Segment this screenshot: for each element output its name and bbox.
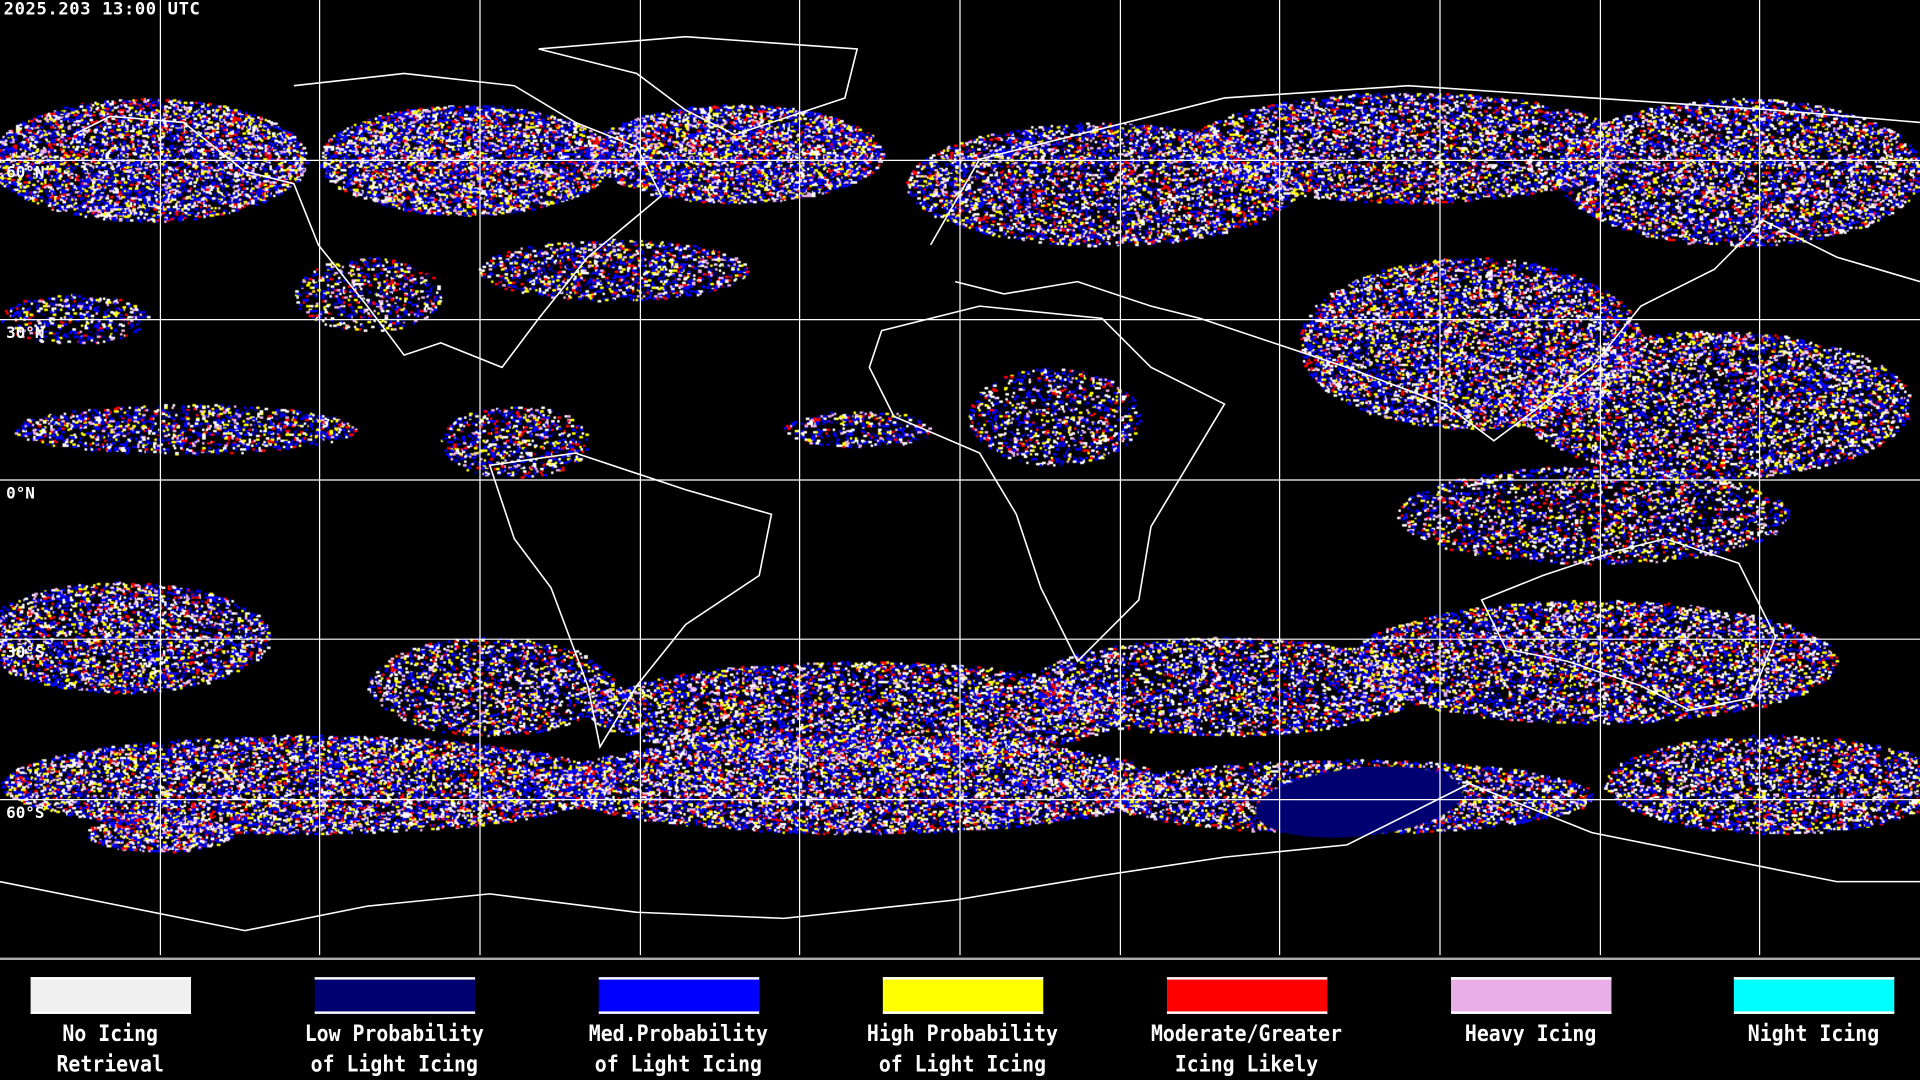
legend-swatch	[30, 977, 191, 1014]
map-overlay	[0, 0, 1920, 956]
legend-low-probability: Low Probability of Light Icing	[272, 977, 517, 1080]
timestamp: 2025.203 13:00 UTC	[3, 0, 201, 20]
legend-swatch	[314, 977, 475, 1014]
lat-label-30n: 30°N	[6, 324, 45, 343]
legend-label: Night Icing	[1747, 1021, 1880, 1047]
coastline-greenland	[538, 35, 859, 136]
legend-label: Moderate/Greater Icing Likely	[1150, 1021, 1343, 1078]
coastline-eurasia	[929, 84, 1920, 442]
coastline-antarctica	[0, 782, 1920, 932]
legend-med-probability: Med.Probability of Light Icing	[556, 977, 801, 1080]
legend-label: High Probability of Light Icing	[866, 1021, 1058, 1078]
coastline-south-america	[488, 452, 773, 750]
coastline-australia	[1480, 537, 1777, 712]
lat-label-0n: 0°N	[6, 484, 35, 504]
legend-swatch	[1166, 977, 1327, 1014]
coastline-north-america	[73, 72, 663, 369]
legend-night-icing: Night Icing	[1691, 977, 1920, 1049]
legend-label: Low Probability of Light Icing	[304, 1021, 484, 1078]
legend-swatch	[598, 977, 759, 1014]
legend-heavy-icing: Heavy Icing	[1408, 977, 1653, 1049]
legend-high-probability: High Probability of Light Icing	[840, 977, 1085, 1080]
legend-label: No Icing Retrieval	[56, 1021, 164, 1078]
coastline-africa	[868, 305, 1226, 663]
legend-swatch	[882, 977, 1043, 1014]
legend-swatch	[1733, 977, 1894, 1014]
legend-label: Heavy Icing	[1464, 1021, 1597, 1047]
lat-label-30s: 30°S	[6, 644, 45, 663]
lat-label-60n: 60°N	[6, 164, 45, 183]
legend-no-icing-retrieval: No Icing Retrieval	[0, 977, 233, 1080]
lat-label-60s: 60°S	[6, 804, 45, 823]
legend-label: Med.Probability of Light Icing	[588, 1021, 768, 1078]
legend-swatch	[1450, 977, 1611, 1014]
map-panel: 2025.203 13:00 UTC 60°N 30°N 0°N 30°S 60…	[0, 0, 1920, 961]
legend-moderate-greater: Moderate/Greater Icing Likely	[1124, 977, 1369, 1080]
